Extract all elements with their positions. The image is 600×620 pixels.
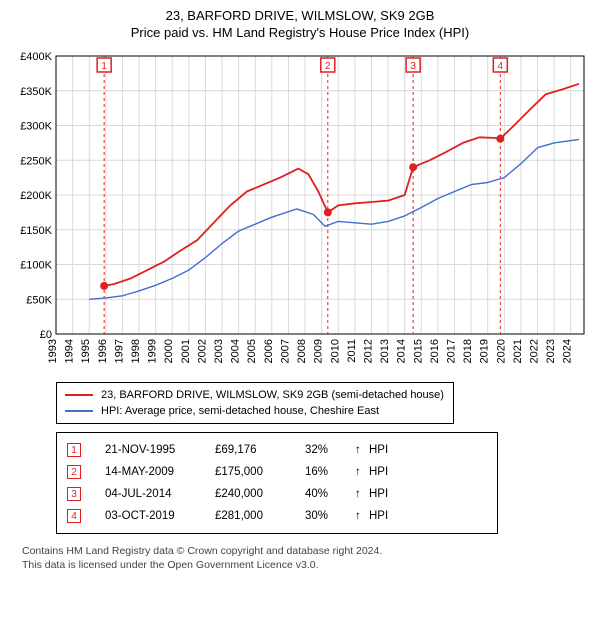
svg-text:2000: 2000: [163, 339, 175, 363]
svg-text:2008: 2008: [296, 339, 308, 363]
svg-text:2009: 2009: [313, 339, 325, 363]
svg-text:2023: 2023: [545, 339, 557, 363]
svg-text:2012: 2012: [362, 339, 374, 363]
svg-text:2011: 2011: [346, 339, 358, 363]
svg-text:2021: 2021: [512, 339, 524, 363]
transaction-row: 3 04-JUL-2014 £240,000 40% ↑ HPI: [67, 483, 487, 505]
svg-text:£150K: £150K: [20, 225, 52, 237]
svg-text:£300K: £300K: [20, 121, 52, 133]
transaction-date: 04-JUL-2014: [105, 488, 215, 500]
svg-text:1994: 1994: [64, 339, 76, 363]
transaction-marker: 4: [67, 509, 81, 523]
transaction-date: 03-OCT-2019: [105, 510, 215, 522]
legend-label: HPI: Average price, semi-detached house,…: [101, 405, 379, 417]
svg-text:1997: 1997: [113, 339, 125, 363]
transaction-hpi: HPI: [369, 510, 388, 522]
transaction-hpi: HPI: [369, 444, 388, 456]
svg-text:2013: 2013: [379, 339, 391, 363]
transaction-diff: 30%: [305, 510, 355, 522]
transaction-marker: 2: [67, 465, 81, 479]
svg-text:1996: 1996: [97, 339, 109, 363]
transaction-row: 1 21-NOV-1995 £69,176 32% ↑ HPI: [67, 439, 487, 461]
svg-text:2018: 2018: [462, 339, 474, 363]
chart-container: 23, BARFORD DRIVE, WILMSLOW, SK9 2GB Pri…: [0, 0, 600, 576]
transaction-row: 2 14-MAY-2009 £175,000 16% ↑ HPI: [67, 461, 487, 483]
svg-text:£200K: £200K: [20, 190, 52, 202]
title-main: 23, BARFORD DRIVE, WILMSLOW, SK9 2GB: [10, 8, 590, 23]
svg-text:£250K: £250K: [20, 155, 52, 167]
chart-svg: £0£50K£100K£150K£200K£250K£300K£350K£400…: [10, 46, 590, 376]
svg-text:2003: 2003: [213, 339, 225, 363]
legend-row: HPI: Average price, semi-detached house,…: [65, 403, 445, 419]
svg-text:1: 1: [101, 61, 107, 72]
titles: 23, BARFORD DRIVE, WILMSLOW, SK9 2GB Pri…: [10, 8, 590, 40]
svg-text:2002: 2002: [196, 339, 208, 363]
transaction-price: £281,000: [215, 510, 305, 522]
legend-swatch: [65, 410, 93, 412]
transaction-price: £240,000: [215, 488, 305, 500]
svg-text:2007: 2007: [279, 339, 291, 363]
transaction-marker: 3: [67, 487, 81, 501]
svg-text:£400K: £400K: [20, 51, 52, 63]
chart: £0£50K£100K£150K£200K£250K£300K£350K£400…: [10, 46, 590, 376]
svg-text:2001: 2001: [180, 339, 192, 363]
footer: Contains HM Land Registry data © Crown c…: [22, 544, 590, 572]
svg-text:£350K: £350K: [20, 86, 52, 98]
arrow-up-icon: ↑: [355, 444, 369, 456]
legend-swatch: [65, 394, 93, 396]
svg-text:1993: 1993: [47, 339, 59, 363]
transaction-row: 4 03-OCT-2019 £281,000 30% ↑ HPI: [67, 505, 487, 527]
transaction-hpi: HPI: [369, 488, 388, 500]
footer-line: This data is licensed under the Open Gov…: [22, 558, 590, 572]
svg-text:2019: 2019: [479, 339, 491, 363]
transaction-hpi: HPI: [369, 466, 388, 478]
svg-text:2014: 2014: [396, 339, 408, 363]
svg-text:£50K: £50K: [26, 294, 52, 306]
arrow-up-icon: ↑: [355, 466, 369, 478]
svg-text:2: 2: [325, 61, 331, 72]
title-sub: Price paid vs. HM Land Registry's House …: [10, 25, 590, 40]
svg-text:£100K: £100K: [20, 260, 52, 272]
svg-text:2015: 2015: [412, 339, 424, 363]
arrow-up-icon: ↑: [355, 510, 369, 522]
arrow-up-icon: ↑: [355, 488, 369, 500]
svg-text:2016: 2016: [429, 339, 441, 363]
svg-text:1995: 1995: [80, 339, 92, 363]
svg-text:2005: 2005: [246, 339, 258, 363]
svg-text:2024: 2024: [562, 339, 574, 363]
transactions: 1 21-NOV-1995 £69,176 32% ↑ HPI 2 14-MAY…: [56, 432, 498, 534]
svg-text:3: 3: [410, 61, 416, 72]
svg-text:1998: 1998: [130, 339, 142, 363]
transaction-diff: 40%: [305, 488, 355, 500]
transaction-price: £175,000: [215, 466, 305, 478]
svg-text:2017: 2017: [445, 339, 457, 363]
svg-text:4: 4: [498, 61, 504, 72]
svg-text:2006: 2006: [263, 339, 275, 363]
svg-text:2022: 2022: [529, 339, 541, 363]
legend-label: 23, BARFORD DRIVE, WILMSLOW, SK9 2GB (se…: [101, 389, 444, 401]
transaction-date: 14-MAY-2009: [105, 466, 215, 478]
svg-text:2004: 2004: [230, 339, 242, 363]
transaction-marker: 1: [67, 443, 81, 457]
legend: 23, BARFORD DRIVE, WILMSLOW, SK9 2GB (se…: [56, 382, 454, 424]
svg-text:2010: 2010: [329, 339, 341, 363]
legend-row: 23, BARFORD DRIVE, WILMSLOW, SK9 2GB (se…: [65, 387, 445, 403]
transaction-diff: 32%: [305, 444, 355, 456]
transaction-date: 21-NOV-1995: [105, 444, 215, 456]
transaction-diff: 16%: [305, 466, 355, 478]
footer-line: Contains HM Land Registry data © Crown c…: [22, 544, 590, 558]
transaction-price: £69,176: [215, 444, 305, 456]
svg-text:1999: 1999: [147, 339, 159, 363]
svg-text:2020: 2020: [495, 339, 507, 363]
